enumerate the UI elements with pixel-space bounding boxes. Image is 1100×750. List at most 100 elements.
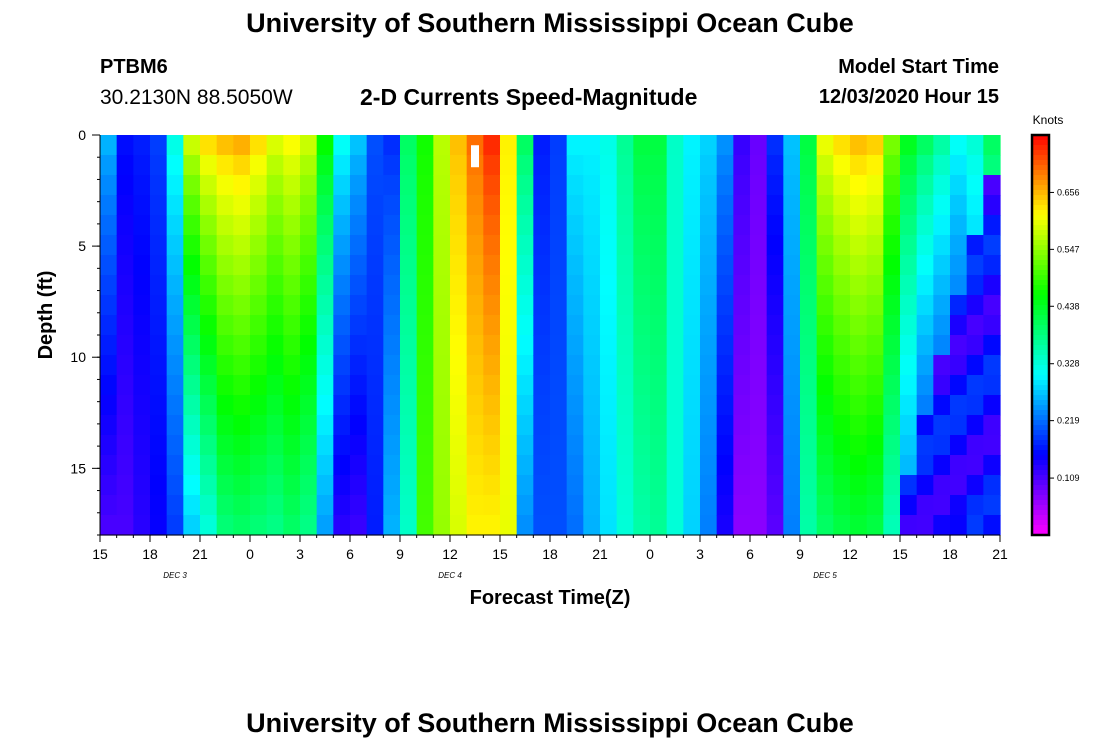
- heatmap-cell: [716, 355, 734, 376]
- heatmap-cell: [983, 355, 1001, 376]
- heatmap-cell: [783, 255, 801, 276]
- heatmap-cell: [366, 155, 384, 176]
- heatmap-cell: [300, 315, 318, 336]
- heatmap-cell: [850, 195, 868, 216]
- colorbar-segment: [1032, 225, 1049, 231]
- colorbar-segment: [1032, 245, 1049, 251]
- heatmap-cell: [633, 495, 651, 516]
- heatmap-cell: [433, 455, 451, 476]
- heatmap-cell: [433, 395, 451, 416]
- heatmap-cell: [116, 335, 134, 356]
- heatmap-cell: [683, 515, 701, 536]
- heatmap-cell: [500, 355, 518, 376]
- x-tick-label: 6: [346, 546, 354, 562]
- heatmap-cell: [150, 375, 168, 396]
- heatmap-cell: [966, 475, 984, 496]
- heatmap-cell: [400, 155, 418, 176]
- heatmap-cell: [900, 315, 918, 336]
- heatmap-cell: [700, 415, 718, 436]
- heatmap-cell: [600, 335, 618, 356]
- colorbar-segment: [1032, 355, 1049, 361]
- heatmap-cell: [466, 255, 484, 276]
- heatmap-cell: [233, 335, 251, 356]
- heatmap-cell: [366, 415, 384, 436]
- heatmap-cell: [750, 235, 768, 256]
- x-tick-label: 9: [796, 546, 804, 562]
- heatmap-cell: [850, 235, 868, 256]
- heatmap-cell: [883, 315, 901, 336]
- heatmap-cell: [416, 395, 434, 416]
- heatmap-cell: [766, 375, 784, 396]
- heatmap-cell: [116, 175, 134, 196]
- heatmap-cell: [383, 135, 401, 156]
- heatmap-cell: [616, 195, 634, 216]
- heatmap-cell: [550, 435, 568, 456]
- heatmap-cell: [150, 295, 168, 316]
- heatmap-cell: [600, 395, 618, 416]
- heatmap-cell: [916, 255, 934, 276]
- heatmap-cell: [483, 515, 501, 536]
- heatmap-cell: [183, 375, 201, 396]
- heatmap-cell: [966, 295, 984, 316]
- heatmap-cell: [416, 215, 434, 236]
- heatmap-cell: [616, 135, 634, 156]
- heatmap-cell: [483, 215, 501, 236]
- heatmap-cell: [750, 315, 768, 336]
- heatmap-cell: [366, 335, 384, 356]
- heatmap-cell: [833, 215, 851, 236]
- heatmap-cell: [200, 275, 218, 296]
- heatmap-cell: [116, 255, 134, 276]
- heatmap-cell: [600, 475, 618, 496]
- heatmap-cell: [716, 195, 734, 216]
- heatmap-cell: [883, 515, 901, 536]
- heatmap-cell: [666, 235, 684, 256]
- heatmap-cell: [766, 135, 784, 156]
- heatmap-cell: [866, 315, 884, 336]
- heatmap-cell: [716, 135, 734, 156]
- x-tick-label: 0: [246, 546, 254, 562]
- heatmap-cell: [633, 395, 651, 416]
- heatmap-cell: [483, 255, 501, 276]
- heatmap-cell: [416, 415, 434, 436]
- heatmap-cell: [766, 195, 784, 216]
- heatmap-cell: [766, 475, 784, 496]
- heatmap-cell: [483, 435, 501, 456]
- heatmap-cell: [516, 175, 534, 196]
- heatmap-cell: [283, 515, 301, 536]
- heatmap-cell: [533, 315, 551, 336]
- heatmap-cell: [583, 435, 601, 456]
- heatmap-cell: [500, 375, 518, 396]
- heatmap-cell: [866, 155, 884, 176]
- colorbar-segment: [1032, 320, 1049, 326]
- heatmap-cell: [433, 195, 451, 216]
- heatmap-cell: [416, 155, 434, 176]
- heatmap-cell: [350, 455, 368, 476]
- colorbar-segment: [1032, 275, 1049, 281]
- colorbar-segment: [1032, 385, 1049, 391]
- heatmap-cell: [483, 455, 501, 476]
- heatmap-cell: [533, 355, 551, 376]
- station-id: PTBM6: [100, 56, 168, 78]
- heatmap-cell: [600, 215, 618, 236]
- heatmap-cell: [700, 375, 718, 396]
- heatmap-cell: [950, 295, 968, 316]
- heatmap-cell: [966, 155, 984, 176]
- heatmap-cell: [166, 135, 184, 156]
- heatmap-cell: [833, 475, 851, 496]
- y-axis-title: Depth (ft): [35, 271, 57, 360]
- heatmap-cell: [400, 395, 418, 416]
- heatmap-cell: [966, 275, 984, 296]
- heatmap-cell: [316, 135, 334, 156]
- heatmap-cell: [850, 375, 868, 396]
- heatmap-cell: [166, 235, 184, 256]
- heatmap-cell: [800, 395, 818, 416]
- heatmap-cell: [716, 235, 734, 256]
- heatmap-cell: [933, 235, 951, 256]
- heatmap-cell: [233, 355, 251, 376]
- heatmap-cell: [566, 355, 584, 376]
- heatmap-cell: [183, 515, 201, 536]
- heatmap-cell: [350, 415, 368, 436]
- heatmap-cell: [166, 415, 184, 436]
- heatmap-cell: [800, 375, 818, 396]
- heatmap-cell: [233, 495, 251, 516]
